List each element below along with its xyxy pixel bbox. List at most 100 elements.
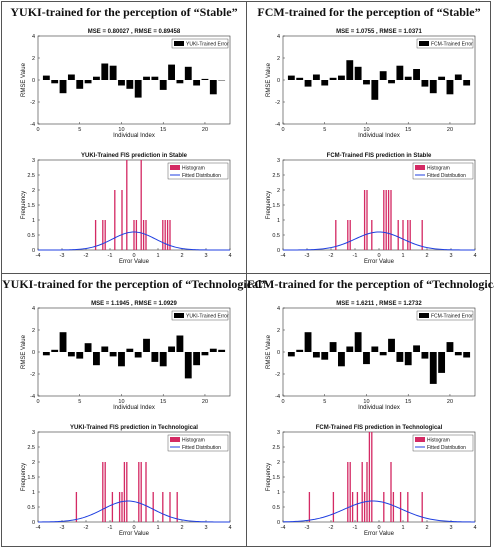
- legend-label: Histogram: [182, 438, 205, 444]
- error-bar: [421, 80, 429, 87]
- x-axis-label: Individual Index: [358, 405, 400, 411]
- legend-label: Fitted Distribution: [182, 445, 221, 451]
- chart-title: FCM-Trained FIS prediction in Stable: [327, 153, 432, 159]
- x-axis-label: Error Value: [119, 259, 150, 265]
- y-tick-label: 0: [277, 350, 280, 356]
- quadrant-title: FCM-trained for the perception of “Stabl…: [257, 5, 481, 19]
- error-bar: [463, 80, 471, 86]
- y-tick-label: 2: [32, 460, 35, 466]
- histogram-bar: [421, 492, 423, 522]
- error-bar: [287, 75, 295, 80]
- x-tick-label: 10: [118, 399, 124, 405]
- legend-label: Histogram: [427, 438, 450, 444]
- y-tick-label: 4: [277, 34, 280, 40]
- error-bar: [159, 352, 167, 367]
- y-tick-label: 4: [32, 306, 35, 312]
- error-bar: [396, 65, 404, 80]
- error-bar: [429, 80, 437, 94]
- x-tick-label: 0: [132, 253, 135, 259]
- histogram-bar: [142, 220, 145, 250]
- histogram-bar: [383, 190, 385, 250]
- error-bar: [151, 76, 159, 80]
- error-bar: [151, 352, 159, 362]
- legend-box: [167, 434, 229, 452]
- y-tick-label: 2: [277, 188, 280, 194]
- fitted-distribution-line: [38, 500, 230, 523]
- x-axis-label: Individual Index: [358, 133, 400, 139]
- error-bar: [168, 64, 175, 80]
- error-bar: [388, 338, 395, 352]
- y-tick-label: 3: [277, 430, 280, 436]
- error-bar: [51, 80, 59, 84]
- x-tick-label: -4: [281, 525, 286, 531]
- histogram-bar: [104, 220, 106, 250]
- legend-swatch: [174, 41, 184, 46]
- y-tick-label: 0: [32, 78, 35, 84]
- y-tick-label: 0: [277, 520, 280, 526]
- y-tick-label: 2.5: [272, 173, 280, 179]
- histogram-bar: [392, 492, 395, 522]
- error-bar: [67, 74, 75, 80]
- legend-label: Histogram: [182, 166, 205, 172]
- x-tick-label: 2: [180, 525, 183, 531]
- error-bar: [176, 335, 184, 352]
- histogram-bar: [176, 492, 178, 522]
- x-axis-label: Error Value: [119, 531, 150, 537]
- chart-title: YUKI-Trained FIS prediction in Stable: [81, 153, 188, 159]
- histogram-bar: [347, 220, 349, 250]
- x-tick-label: 0: [36, 399, 39, 405]
- error-bar: [143, 338, 150, 352]
- x-tick-label: 10: [118, 127, 124, 133]
- histogram-bar: [407, 492, 409, 522]
- x-tick-label: -1: [108, 525, 113, 531]
- histogram-bar: [390, 190, 392, 250]
- y-tick-label: 2: [277, 460, 280, 466]
- x-tick-label: 10: [363, 127, 369, 133]
- x-tick-label: 0: [377, 525, 380, 531]
- y-tick-label: 2: [32, 328, 35, 334]
- error-bar: [388, 80, 395, 84]
- y-axis-label: RMSE Value: [21, 334, 27, 369]
- y-tick-label: -2: [30, 372, 35, 378]
- histogram-bar: [308, 492, 311, 522]
- legend-label: FCM-Trained Error: [431, 42, 473, 48]
- x-tick-label: 2: [425, 525, 428, 531]
- histogram-bar: [349, 220, 351, 250]
- x-tick-label: -4: [36, 253, 41, 259]
- error-bar: [193, 352, 201, 366]
- y-tick-label: 1.5: [272, 203, 280, 209]
- x-tick-label: 0: [281, 127, 284, 133]
- panel-divider-vertical: [246, 1, 247, 547]
- y-tick-label: 2: [32, 188, 35, 194]
- error-bar: [42, 352, 50, 356]
- y-tick-label: 0.5: [272, 505, 280, 511]
- y-tick-label: -2: [30, 100, 35, 106]
- x-tick-label: -2: [329, 525, 334, 531]
- error-bar: [446, 342, 454, 352]
- x-tick-label: 1: [156, 525, 159, 531]
- y-tick-label: -2: [275, 100, 280, 106]
- x-tick-label: 4: [473, 253, 476, 259]
- x-tick-label: 20: [202, 127, 208, 133]
- error-bar: [109, 65, 117, 80]
- histogram-bar: [397, 220, 399, 250]
- legend-label: Fitted Distribution: [427, 173, 466, 179]
- error-bar: [76, 352, 84, 359]
- error-bar: [101, 63, 109, 80]
- x-tick-label: 20: [202, 399, 208, 405]
- error-bar: [346, 346, 354, 352]
- legend-label: Fitted Distribution: [182, 173, 221, 179]
- y-tick-label: 1: [277, 218, 280, 224]
- error-bar: [84, 343, 92, 352]
- x-tick-label: -1: [353, 253, 358, 259]
- error-bar: [413, 69, 420, 80]
- legend-swatch: [419, 313, 429, 318]
- error-bar: [312, 352, 320, 358]
- error-bar: [118, 352, 125, 367]
- y-tick-label: 2.5: [27, 445, 35, 451]
- x-tick-label: 5: [323, 399, 326, 405]
- error-bar: [371, 80, 379, 100]
- x-tick-label: -3: [305, 525, 310, 531]
- fitted-distribution-line: [283, 231, 475, 251]
